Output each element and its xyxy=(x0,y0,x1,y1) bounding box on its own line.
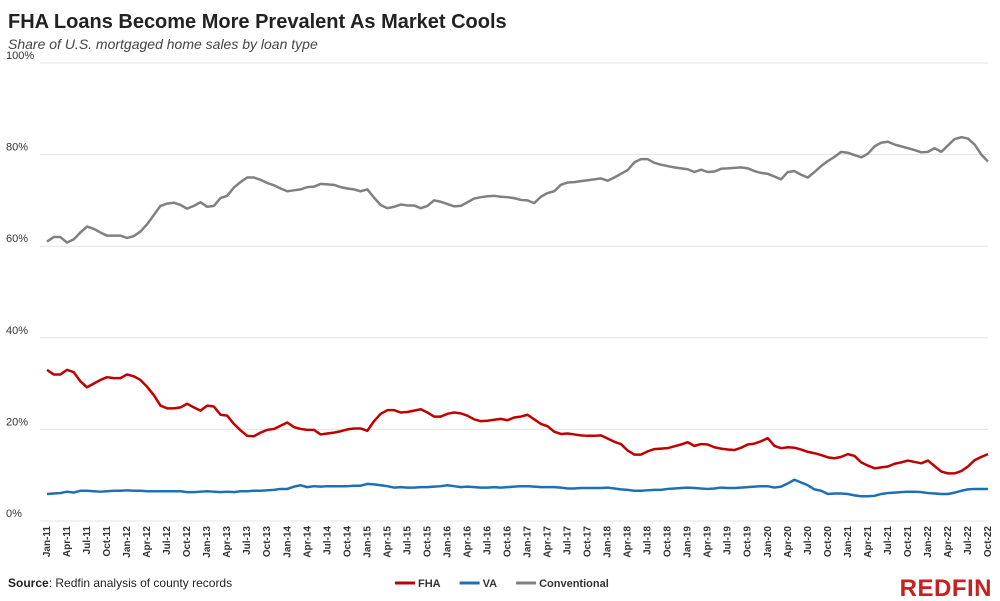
x-tick-label: Apr-18 xyxy=(623,526,634,558)
y-tick-label: 100% xyxy=(6,50,34,62)
legend-label: Conventional xyxy=(539,578,609,590)
source: Source: Redfin analysis of county record… xyxy=(8,576,232,590)
x-tick-label: Jul-15 xyxy=(402,526,413,555)
x-tick-label: Jan-17 xyxy=(523,526,534,558)
x-tick-label: Oct-22 xyxy=(983,526,994,558)
x-tick-label: Jan-22 xyxy=(923,526,934,558)
x-tick-label: Apr-16 xyxy=(462,526,473,558)
x-tick-label: Oct-11 xyxy=(102,526,113,557)
series-line xyxy=(46,135,989,244)
series-line xyxy=(46,478,988,498)
x-tick-label: Jul-16 xyxy=(482,526,493,555)
source-label: Source xyxy=(8,576,49,590)
logo: REDFIN xyxy=(900,575,992,601)
x-tick-label: Jan-20 xyxy=(763,526,774,558)
x-tick-label: Apr-14 xyxy=(302,526,313,558)
chart-title: FHA Loans Become More Prevalent As Marke… xyxy=(8,11,507,33)
x-tick-label: Jul-19 xyxy=(723,526,734,555)
y-tick-label: 0% xyxy=(6,508,22,520)
x-tick-label: Jan-19 xyxy=(683,526,694,558)
x-tick-label: Jul-18 xyxy=(643,526,654,555)
x-tick-label: Oct-12 xyxy=(182,526,193,558)
x-tick-label: Oct-21 xyxy=(903,526,914,558)
x-tick-label: Apr-19 xyxy=(703,526,714,558)
x-tick-label: Jan-13 xyxy=(202,526,213,558)
x-tick-label: Jan-21 xyxy=(843,526,854,558)
x-tick-label: Jan-15 xyxy=(362,526,373,558)
x-tick-label: Oct-18 xyxy=(663,526,674,558)
x-tick-label: Oct-13 xyxy=(262,526,273,558)
x-tick-label: Jul-14 xyxy=(322,526,333,555)
x-tick-label: Jan-12 xyxy=(122,526,133,558)
x-tick-label: Jan-14 xyxy=(282,526,293,558)
x-tick-label: Jul-13 xyxy=(242,526,253,555)
x-tick-label: Jul-21 xyxy=(883,526,894,555)
x-tick-label: Apr-13 xyxy=(222,526,233,558)
y-tick-label: 80% xyxy=(6,142,28,154)
x-tick-label: Jan-16 xyxy=(442,526,453,558)
y-tick-label: 40% xyxy=(6,325,28,337)
x-tick-label: Apr-12 xyxy=(142,526,153,558)
x-tick-label: Apr-17 xyxy=(543,526,554,558)
y-tick-label: 60% xyxy=(6,233,28,245)
x-tick-label: Jul-11 xyxy=(82,526,93,555)
x-tick-label: Oct-14 xyxy=(342,526,353,558)
x-tick-label: Oct-20 xyxy=(823,526,834,558)
chart-subtitle: Share of U.S. mortgaged home sales by lo… xyxy=(8,36,318,52)
x-tick-label: Jul-22 xyxy=(963,526,974,555)
x-tick-label: Jul-20 xyxy=(803,526,814,555)
series-line xyxy=(46,368,989,475)
x-tick-label: Jul-17 xyxy=(563,526,574,555)
x-tick-label: Apr-22 xyxy=(943,526,954,558)
x-tick-label: Oct-15 xyxy=(422,526,433,558)
y-tick-label: 20% xyxy=(6,416,28,428)
x-tick-label: Jan-11 xyxy=(42,526,53,558)
legend-label: FHA xyxy=(418,578,441,590)
source-text: : Redfin analysis of county records xyxy=(49,576,232,590)
x-tick-label: Apr-15 xyxy=(382,526,393,558)
x-tick-label: Apr-11 xyxy=(62,526,73,558)
x-tick-label: Jul-12 xyxy=(162,526,173,555)
x-tick-label: Oct-17 xyxy=(583,526,594,558)
x-tick-label: Apr-21 xyxy=(863,526,874,558)
x-tick-label: Oct-16 xyxy=(502,526,513,558)
legend-label: VA xyxy=(483,578,498,590)
x-tick-label: Apr-20 xyxy=(783,526,794,558)
x-tick-label: Jan-18 xyxy=(603,526,614,558)
x-tick-label: Oct-19 xyxy=(743,526,754,558)
